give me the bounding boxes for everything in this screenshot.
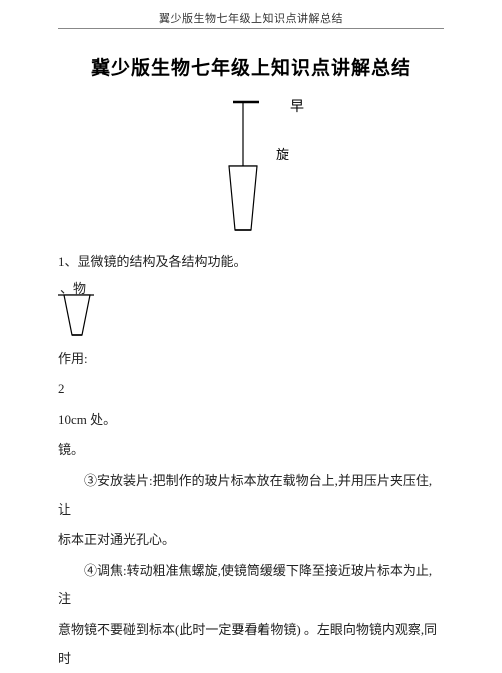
microscope-svg-1 bbox=[213, 94, 293, 234]
page-header: 翼少版生物七年级上知识点讲解总结 bbox=[58, 10, 444, 29]
para-1: 1、显微镜的结构及各结构功能。 bbox=[58, 248, 444, 277]
microscope-diagram-small: 、物 bbox=[58, 279, 444, 341]
para-5: 镜。 bbox=[58, 436, 444, 465]
page-number: 1 / 10 bbox=[0, 623, 502, 635]
para-7: 标本正对通光孔心。 bbox=[58, 526, 444, 555]
para-3: 2 bbox=[58, 375, 444, 404]
microscope-svg-2 bbox=[58, 279, 108, 341]
diagram1-label-mid: 旋 bbox=[276, 144, 289, 163]
document-title: 冀少版生物七年级上知识点讲解总结 bbox=[58, 53, 444, 80]
microscope-diagram-top: 早 旋 bbox=[58, 94, 444, 234]
para-4: 10cm 处。 bbox=[58, 406, 444, 435]
para-8: ④调焦:转动粗准焦螺旋,使镜筒缓缓下降至接近玻片标本为止,注 bbox=[58, 557, 444, 614]
para-6: ③安放装片:把制作的玻片标本放在载物台上,并用压片夹压住,让 bbox=[58, 467, 444, 524]
para-2: 作用: bbox=[58, 345, 444, 374]
diagram1-label-top: 早 bbox=[290, 96, 304, 116]
body-content: 1、显微镜的结构及各结构功能。 、物 作用: 2 10cm 处。 镜。 ③安放装… bbox=[58, 248, 444, 673]
